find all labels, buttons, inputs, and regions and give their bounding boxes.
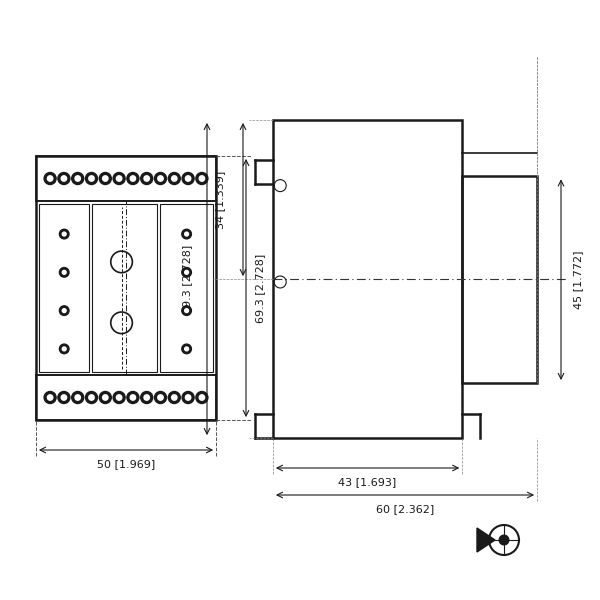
- Bar: [36, 156, 216, 420]
- Circle shape: [59, 344, 69, 354]
- Circle shape: [182, 344, 191, 354]
- Circle shape: [185, 395, 191, 400]
- Circle shape: [185, 232, 188, 236]
- Circle shape: [75, 395, 80, 400]
- Bar: [92, 204, 157, 372]
- Circle shape: [196, 391, 208, 404]
- Circle shape: [127, 391, 139, 404]
- Circle shape: [85, 173, 97, 185]
- Circle shape: [58, 391, 70, 404]
- Circle shape: [158, 395, 163, 400]
- Circle shape: [158, 176, 163, 181]
- Circle shape: [113, 391, 125, 404]
- Circle shape: [172, 395, 177, 400]
- Circle shape: [130, 176, 136, 181]
- Text: 60 [2.362]: 60 [2.362]: [376, 504, 434, 514]
- Circle shape: [59, 268, 69, 277]
- Circle shape: [58, 173, 70, 185]
- Circle shape: [89, 395, 94, 400]
- Circle shape: [62, 271, 66, 274]
- Circle shape: [44, 391, 56, 404]
- Circle shape: [168, 173, 180, 185]
- Circle shape: [75, 176, 80, 181]
- Circle shape: [199, 176, 205, 181]
- Text: 34 [1.339]: 34 [1.339]: [215, 170, 225, 229]
- Circle shape: [154, 391, 167, 404]
- Circle shape: [185, 271, 188, 274]
- Bar: [273, 120, 462, 438]
- Circle shape: [103, 176, 108, 181]
- Text: 69.3 [2.728]: 69.3 [2.728]: [182, 244, 192, 314]
- Bar: [462, 176, 537, 383]
- Circle shape: [59, 306, 69, 316]
- Circle shape: [59, 229, 69, 239]
- Circle shape: [100, 391, 112, 404]
- Circle shape: [127, 173, 139, 185]
- Circle shape: [89, 176, 94, 181]
- Circle shape: [172, 176, 177, 181]
- Circle shape: [103, 395, 108, 400]
- Circle shape: [154, 173, 167, 185]
- Circle shape: [185, 308, 188, 313]
- Text: 45 [1.772]: 45 [1.772]: [573, 250, 583, 309]
- Circle shape: [61, 176, 67, 181]
- Bar: [36, 375, 216, 420]
- Circle shape: [47, 176, 53, 181]
- Text: 43 [1.693]: 43 [1.693]: [338, 477, 397, 487]
- Circle shape: [182, 268, 191, 277]
- Text: 69.3 [2.728]: 69.3 [2.728]: [255, 253, 265, 323]
- Bar: [39, 204, 89, 372]
- Bar: [160, 204, 213, 372]
- Circle shape: [499, 535, 509, 545]
- Circle shape: [196, 173, 208, 185]
- Circle shape: [62, 347, 66, 351]
- Circle shape: [199, 395, 205, 400]
- Circle shape: [47, 395, 53, 400]
- Polygon shape: [477, 528, 495, 552]
- Circle shape: [182, 173, 194, 185]
- Circle shape: [144, 176, 149, 181]
- Circle shape: [182, 391, 194, 404]
- Circle shape: [85, 391, 97, 404]
- Circle shape: [116, 395, 122, 400]
- Circle shape: [44, 173, 56, 185]
- Text: 50 [1.969]: 50 [1.969]: [97, 459, 155, 469]
- Circle shape: [61, 395, 67, 400]
- Circle shape: [182, 306, 191, 316]
- Circle shape: [62, 308, 66, 313]
- Circle shape: [168, 391, 180, 404]
- Circle shape: [62, 232, 66, 236]
- Bar: [36, 156, 216, 201]
- Circle shape: [185, 347, 188, 351]
- Circle shape: [185, 176, 191, 181]
- Circle shape: [100, 173, 112, 185]
- Circle shape: [113, 173, 125, 185]
- Circle shape: [116, 176, 122, 181]
- Circle shape: [144, 395, 149, 400]
- Circle shape: [182, 229, 191, 239]
- Circle shape: [130, 395, 136, 400]
- Circle shape: [140, 173, 152, 185]
- Circle shape: [72, 173, 83, 185]
- Circle shape: [72, 391, 83, 404]
- Circle shape: [140, 391, 152, 404]
